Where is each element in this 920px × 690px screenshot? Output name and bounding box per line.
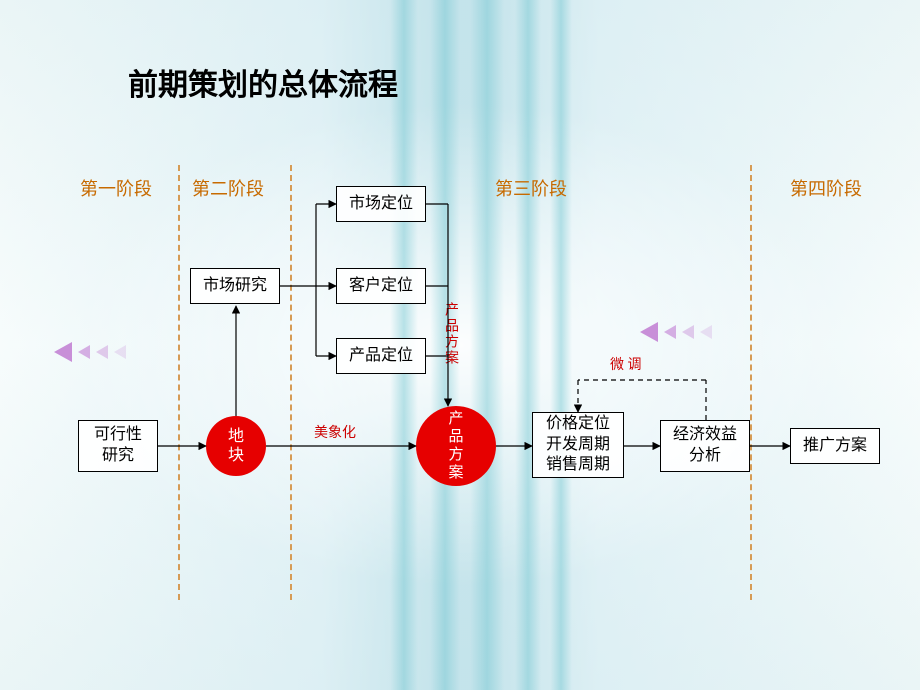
box-customer_pos: 客户定位 <box>336 268 426 304</box>
box-market_pos: 市场定位 <box>336 186 426 222</box>
box-promotion: 推广方案 <box>790 428 880 464</box>
label-product_plan_v: 产品方案 <box>440 302 460 366</box>
phase-label: 第三阶段 <box>495 175 567 201</box>
page-title: 前期策划的总体流程 <box>128 60 398 104</box>
phase-label: 第二阶段 <box>192 175 264 201</box>
circle-land: 地块 <box>206 416 266 476</box>
label-tweak: 微 调 <box>610 354 642 374</box>
phase-divider <box>290 165 292 600</box>
box-feasibility: 可行性研究 <box>78 420 158 472</box>
phase-label: 第一阶段 <box>80 175 152 201</box>
phase-divider <box>178 165 180 600</box>
box-pricing: 价格定位开发周期销售周期 <box>532 412 624 478</box>
circle-product_plan: 产品方案 <box>416 406 496 486</box>
decor-arrow <box>54 340 174 364</box>
decor-arrow <box>640 320 760 344</box>
label-visualize: 美象化 <box>314 422 356 442</box>
box-market_research: 市场研究 <box>190 268 280 304</box>
box-product_pos: 产品定位 <box>336 338 426 374</box>
box-economics: 经济效益分析 <box>660 420 750 472</box>
phase-label: 第四阶段 <box>790 175 862 201</box>
phase-divider <box>750 165 752 600</box>
